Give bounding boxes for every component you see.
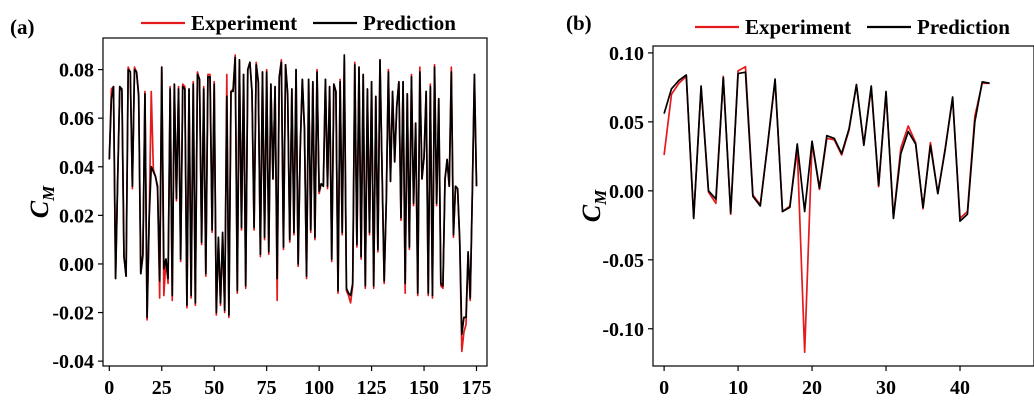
y-tick-label: -0.04 (52, 351, 94, 373)
y-tick-label: -0.05 (602, 250, 644, 272)
y-tick-label: 0.10 (609, 43, 644, 65)
legend-label-experiment: Experiment (745, 15, 851, 39)
legend: Experiment Prediction (141, 11, 456, 35)
y-tick-label: 0.05 (609, 112, 644, 134)
x-tick-label: 175 (462, 377, 492, 399)
x-tick-label: 20 (802, 377, 822, 399)
x-tick-label: 0 (659, 377, 669, 399)
plot-frame (102, 37, 488, 367)
y-tick-label: 0.08 (59, 60, 94, 82)
y-tick-label: -0.02 (52, 303, 94, 325)
series-line-prediction (108, 54, 478, 336)
series-line-experiment (663, 65, 990, 354)
chart-panel-a: 0.08 0.06 0.04 0.02 0.00 -0.02 -0.04 0 25 50 75 100… (10, 11, 492, 399)
series-line-prediction (663, 71, 990, 223)
plot-frame (652, 45, 1034, 367)
x-tick-label: 40 (950, 377, 970, 399)
y-tick-label: 0.00 (609, 181, 644, 203)
x-tick-label: 50 (204, 377, 224, 399)
y-tick-label: -0.10 (602, 319, 644, 341)
y-tick-label: 0.02 (59, 205, 94, 227)
x-tick-label: 10 (728, 377, 748, 399)
y-axis-label: CM (577, 189, 610, 222)
panel-label: (a) (10, 15, 35, 39)
x-tick-label: 150 (409, 377, 439, 399)
x-tick-label: 25 (152, 377, 172, 399)
y-tick-label: 0.04 (59, 157, 94, 179)
legend: Experiment Prediction (695, 15, 1010, 39)
panel-label: (b) (566, 11, 592, 35)
x-tick-label: 75 (257, 377, 277, 399)
x-tick-label: 125 (357, 377, 387, 399)
x-tick-label: 30 (876, 377, 896, 399)
y-tick-label: 0.06 (59, 108, 94, 130)
legend-label-prediction: Prediction (917, 15, 1010, 39)
y-axis-label: CM (25, 185, 58, 218)
legend-label-prediction: Prediction (363, 11, 456, 35)
x-tick-label: 100 (304, 377, 334, 399)
y-tick-label: 0.00 (59, 254, 94, 276)
chart-panel-b: 0.10 0.05 0.00 -0.05 -0.10 0 10 20 30 40 (b) CM Expe… (566, 11, 1034, 399)
legend-label-experiment: Experiment (191, 11, 297, 35)
x-tick-label: 0 (104, 377, 114, 399)
